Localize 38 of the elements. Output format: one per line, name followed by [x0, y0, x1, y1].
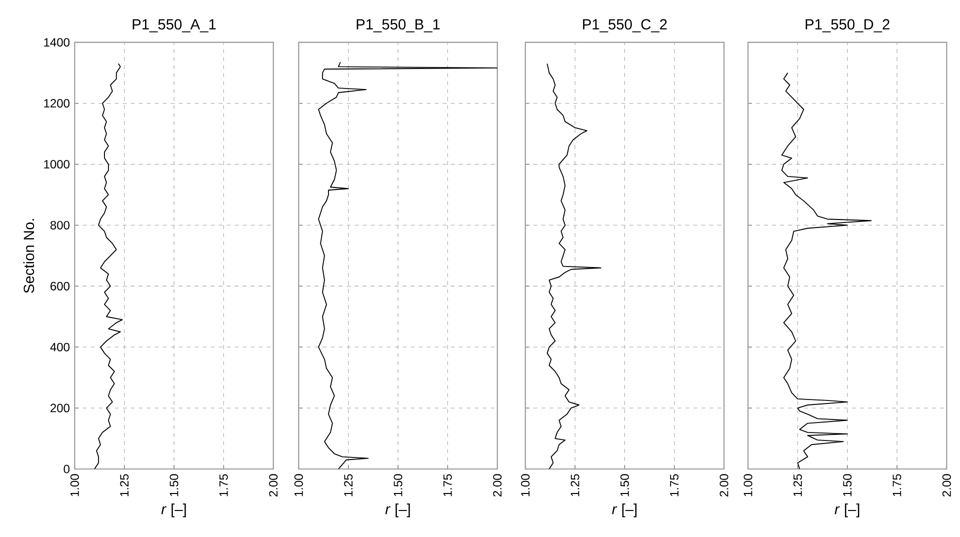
chart-title: P1_550_D_2 [806, 19, 890, 32]
x-tick-label: 2.00 [942, 474, 951, 496]
x-tick-label: 1.50 [170, 474, 178, 496]
x-tick-label: 1.25 [344, 474, 353, 496]
x-axis-title: r [–] [161, 504, 186, 518]
x-tick-label: 1.50 [394, 474, 402, 496]
x-tick-label: 1.00 [294, 474, 303, 496]
x-tick-label: 1.00 [521, 474, 530, 496]
x-tick-label: 1.50 [620, 474, 629, 496]
y-tick-label: 600 [50, 282, 70, 290]
x-tick-label: 2.00 [493, 474, 502, 496]
x-tick-label: 1.75 [443, 474, 452, 496]
x-axis-title: r [–] [385, 504, 410, 518]
chart-title: P1_550_A_1 [132, 19, 216, 32]
x-axis-title: r [–] [834, 504, 860, 518]
x-tick-label: 1.75 [670, 474, 679, 496]
x-tick-label: 1.75 [892, 474, 902, 496]
line-series [94, 63, 123, 469]
y-tick-label: 200 [50, 404, 70, 412]
x-tick-label: 2.00 [720, 474, 728, 496]
x-tick-label: 1.25 [570, 474, 580, 496]
x-tick-label: 1.25 [793, 474, 802, 496]
x-tick-label: 2.00 [269, 474, 278, 496]
x-tick-label: 1.25 [120, 474, 129, 496]
chart-title: P1_550_C_2 [583, 19, 667, 32]
y-tick-label: 0 [64, 464, 70, 474]
y-axis-title: Section No. [23, 219, 34, 293]
x-axis-title: r [–] [612, 504, 637, 518]
y-tick-label: 1000 [44, 160, 70, 168]
y-tick-label: 1200 [44, 99, 70, 108]
y-tick-label: 400 [50, 342, 70, 352]
y-tick-label: 800 [50, 220, 70, 230]
y-tick-label: 1400 [44, 38, 70, 47]
x-tick-label: 1.00 [70, 474, 79, 496]
x-tick-label: 1.00 [744, 474, 752, 496]
x-tick-label: 1.50 [843, 474, 852, 496]
chart-title: P1_550_B_1 [356, 19, 440, 32]
x-tick-label: 1.75 [219, 474, 228, 496]
